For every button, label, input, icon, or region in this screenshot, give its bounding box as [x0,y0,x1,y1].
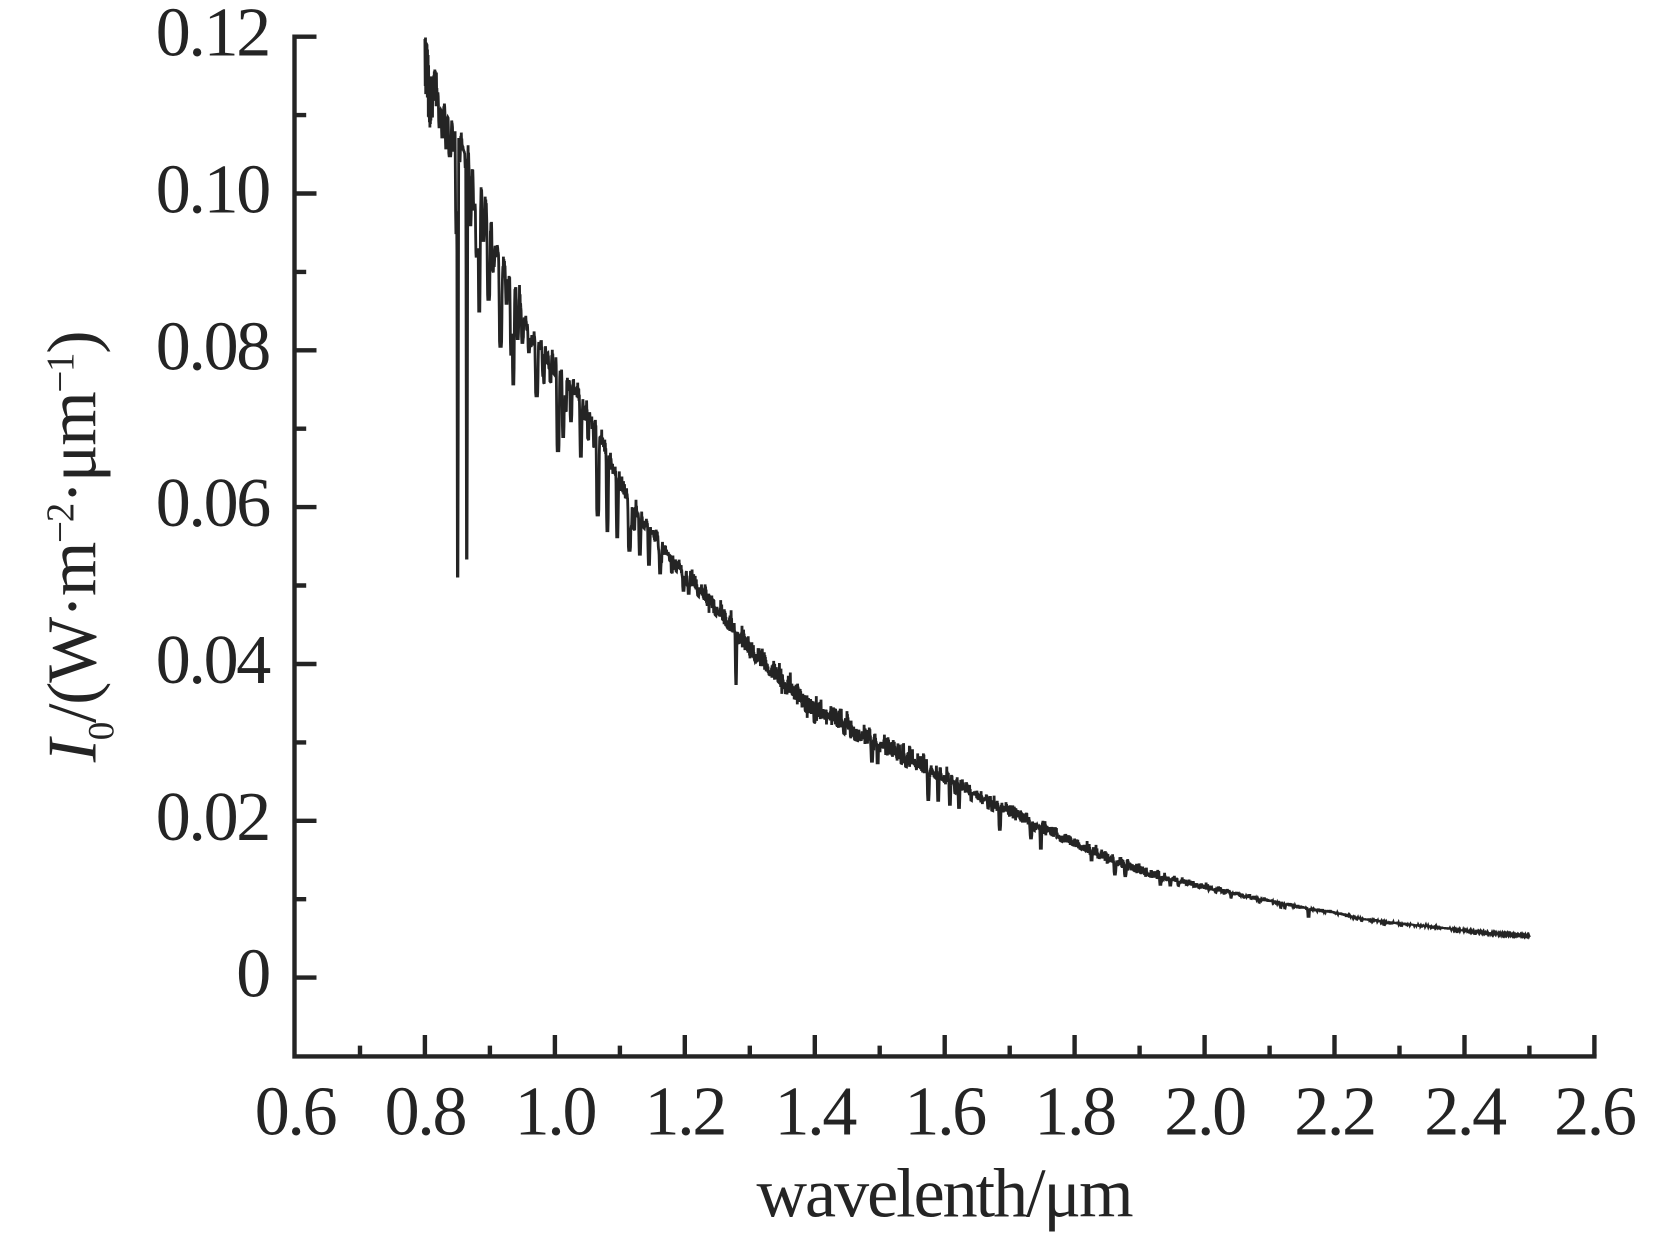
svg-text:0.06: 0.06 [156,465,270,542]
svg-text:1.4: 1.4 [774,1074,856,1151]
svg-text:1.6: 1.6 [904,1074,985,1151]
svg-text:2.2: 2.2 [1294,1074,1375,1151]
svg-text:2.6: 2.6 [1554,1074,1635,1151]
svg-text:0.12: 0.12 [156,0,269,72]
svg-text:0.10: 0.10 [156,152,270,229]
svg-text:0: 0 [236,936,269,1013]
svg-text:0.02: 0.02 [156,779,269,856]
svg-text:0.6: 0.6 [255,1074,336,1151]
svg-text:1.0: 1.0 [515,1074,596,1151]
svg-text:0.08: 0.08 [156,308,270,385]
svg-text:I0/(W·m−2·μm−1): I0/(W·m−2·μm−1) [34,332,122,764]
svg-text:1.8: 1.8 [1034,1074,1115,1151]
svg-text:0.04: 0.04 [156,622,271,699]
svg-text:0.8: 0.8 [385,1074,466,1151]
svg-text:2.4: 2.4 [1424,1074,1506,1151]
svg-text:1.2: 1.2 [644,1074,725,1151]
svg-text:wavelenth/μm: wavelenth/μm [756,1156,1133,1233]
svg-text:2.0: 2.0 [1164,1074,1245,1151]
